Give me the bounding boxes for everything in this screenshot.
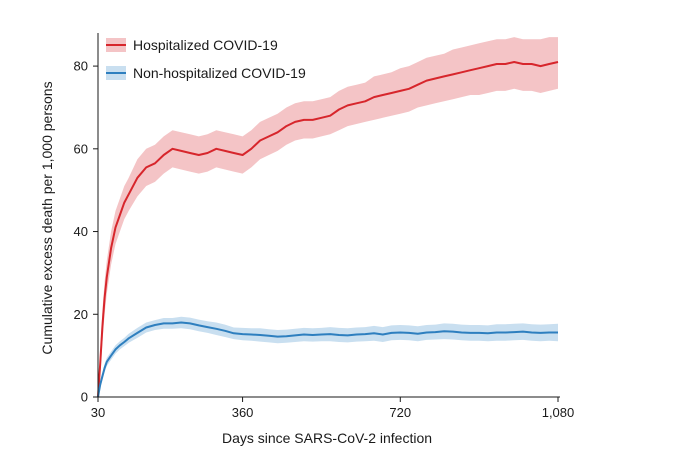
legend-label: Hospitalized COVID-19 xyxy=(133,37,278,53)
x-axis-title: Days since SARS-CoV-2 infection xyxy=(222,430,432,446)
legend-label: Non-hospitalized COVID-19 xyxy=(133,65,306,81)
y-tick-label: 20 xyxy=(74,307,88,322)
y-axis-title: Cumulative excess death per 1,000 person… xyxy=(39,81,55,354)
axes xyxy=(97,33,560,398)
y-tick-label: 60 xyxy=(74,141,88,156)
series-lines xyxy=(97,61,559,398)
legend: Hospitalized COVID-19 Non-hospitalized CO… xyxy=(106,37,306,81)
x-axis-ticks: 30 360 720 1,080 xyxy=(91,397,575,420)
x-tick-label: 720 xyxy=(389,405,411,420)
y-axis-ticks: 0 20 40 60 80 xyxy=(74,59,98,405)
x-tick-label: 1,080 xyxy=(542,405,575,420)
confidence-band-1 xyxy=(98,316,558,397)
confidence-band-0 xyxy=(98,37,558,397)
series-line-1 xyxy=(97,321,558,398)
x-tick-label: 30 xyxy=(91,405,105,420)
series-line-0 xyxy=(97,61,559,398)
confidence-bands xyxy=(98,37,558,397)
y-tick-label: 80 xyxy=(74,59,88,74)
y-tick-label: 40 xyxy=(74,224,88,239)
y-tick-label: 0 xyxy=(81,390,88,405)
x-tick-label: 360 xyxy=(232,405,254,420)
